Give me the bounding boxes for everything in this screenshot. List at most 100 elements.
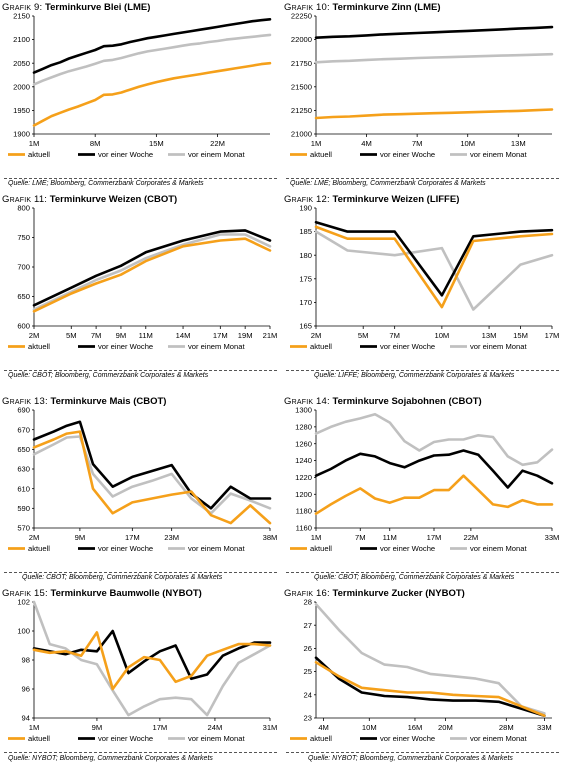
chart-plot: 570 590 610 630 650 670 690 2M 9M 17M 23M 38M aktuel… — [8, 406, 277, 553]
legend-label: aktuell — [28, 342, 50, 351]
series-line-aktuell — [32, 61, 272, 127]
chart-plot: 600 650 700 750 800 2M 5M 7M 9M 11M 14M 17M 19M 21M ak… — [8, 204, 278, 351]
source-note: Quelle: LME; Bloomberg, Commerzbank Corp… — [8, 180, 204, 187]
legend-label: vor einem Monat — [188, 544, 245, 553]
series-line-aktuell — [314, 661, 546, 717]
chart-panel-7: Grafik 15: Terminkurve Baumwolle (NYBOT)… — [2, 588, 283, 780]
series-line-aktuell — [32, 430, 272, 525]
series-line-aktuell — [32, 237, 272, 313]
series-line-vor-einer-woche — [32, 420, 272, 510]
y-tick-label: 21250 — [291, 106, 312, 115]
chart-plot: 1160 1180 1200 1220 1240 1260 1280 1300 1M 7M 11M 1… — [290, 406, 559, 553]
x-tick-label: 10M — [460, 139, 475, 148]
series-line-vor-einem-monat — [314, 602, 546, 715]
series-line-vor-einer-woche — [314, 220, 554, 297]
chart-title-text: Terminkurve Blei (LME) — [45, 2, 151, 13]
chart-number: Grafik 10: — [284, 2, 330, 13]
y-tick-label: 1160 — [296, 524, 312, 533]
source-rule — [286, 178, 559, 179]
chart-number: Grafik 12: — [284, 194, 330, 205]
y-tick-label: 180 — [299, 251, 312, 260]
chart-panel-2: Grafik 10: Terminkurve Zinn (LME) 21000 2… — [284, 2, 563, 194]
series-line-vor-einer-woche — [32, 17, 272, 74]
x-tick-label: 1M — [29, 723, 40, 732]
y-tick-label: 1280 — [295, 422, 312, 431]
x-tick-label: 11M — [139, 331, 153, 340]
x-tick-label: 22M — [463, 533, 478, 542]
x-tick-label: 15M — [149, 139, 164, 148]
source-note: Quelle: CBOT; Bloomberg, Commerzbank Cor… — [314, 574, 515, 581]
y-tick-label: 165 — [299, 322, 312, 331]
x-tick-label: 7M — [389, 331, 400, 340]
y-tick-label: 2000 — [13, 82, 30, 91]
source-rule — [286, 370, 559, 371]
series-line-aktuell — [32, 631, 272, 691]
x-tick-label: 7M — [91, 331, 102, 340]
legend-label: vor einer Woche — [380, 150, 435, 159]
source-note: Quelle: LME; Bloomberg, Commerzbank Corp… — [290, 180, 486, 187]
chart-title-text: Terminkurve Zucker (NYBOT) — [332, 588, 465, 599]
y-tick-label: 700 — [17, 263, 30, 272]
x-tick-label: 5M — [66, 331, 77, 340]
y-tick-label: 28 — [304, 598, 312, 607]
x-tick-label: 21M — [263, 331, 278, 340]
legend-label: vor einem Monat — [470, 544, 527, 553]
chart-panel-5: Grafik 13: Terminkurve Mais (CBOT) 570 59… — [2, 396, 283, 588]
chart-title-text: Terminkurve Zinn (LME) — [332, 2, 441, 13]
chart-title-text: Terminkurve Weizen (LIFFE) — [332, 194, 460, 205]
series-line-aktuell — [314, 474, 554, 515]
y-tick-label: 21500 — [291, 82, 312, 91]
x-tick-label: 7M — [412, 139, 423, 148]
legend-label: vor einer Woche — [98, 734, 153, 743]
series-line-vor-einer-woche — [32, 629, 272, 681]
chart-plot: 23 24 25 26 27 28 4M 10M 16M 20M 28M 33M aktuell vor … — [290, 598, 552, 743]
legend-label: aktuell — [310, 150, 332, 159]
y-tick-label: 1260 — [295, 439, 312, 448]
legend-label: vor einer Woche — [380, 342, 435, 351]
chart-number: Grafik 13: — [2, 396, 48, 407]
x-tick-label: 17M — [125, 533, 140, 542]
y-tick-label: 27 — [304, 621, 312, 630]
x-tick-label: 7M — [355, 533, 366, 542]
x-tick-label: 5M — [358, 331, 369, 340]
legend-label: vor einer Woche — [98, 342, 153, 351]
x-tick-label: 9M — [116, 331, 127, 340]
y-tick-label: 650 — [17, 445, 30, 454]
x-tick-label: 4M — [361, 139, 372, 148]
x-tick-label: 2M — [29, 331, 40, 340]
y-tick-label: 600 — [17, 322, 30, 331]
legend-label: vor einem Monat — [470, 342, 527, 351]
legend-label: aktuell — [310, 544, 332, 553]
y-tick-label: 100 — [17, 627, 30, 636]
x-tick-label: 15M — [513, 331, 528, 340]
series-line-vor-einer-woche — [314, 25, 554, 40]
chart-plot: 1900 1950 2000 2050 2100 2150 1M 8M 15M 22M aktuel… — [8, 12, 272, 159]
x-tick-label: 14M — [176, 331, 191, 340]
y-tick-label: 1240 — [295, 456, 312, 465]
y-tick-label: 1300 — [295, 406, 312, 415]
y-tick-label: 610 — [17, 484, 30, 493]
y-tick-label: 650 — [17, 292, 30, 301]
x-tick-label: 17M — [152, 723, 167, 732]
x-tick-label: 31M — [263, 723, 278, 732]
y-tick-label: 750 — [17, 233, 30, 242]
series-line-vor-einem-monat — [314, 52, 554, 64]
x-tick-label: 10M — [362, 723, 377, 732]
y-tick-label: 175 — [299, 274, 312, 283]
x-tick-label: 10M — [434, 331, 449, 340]
y-tick-label: 2100 — [13, 35, 30, 44]
series-line-vor-einer-woche — [314, 656, 546, 717]
y-tick-label: 185 — [299, 227, 312, 236]
legend-label: vor einer Woche — [380, 544, 435, 553]
x-tick-label: 22M — [210, 139, 225, 148]
series-line-aktuell — [314, 108, 554, 120]
x-tick-label: 17M — [427, 533, 442, 542]
x-tick-label: 33M — [537, 723, 552, 732]
legend-label: vor einem Monat — [188, 734, 245, 743]
y-tick-label: 21750 — [291, 59, 312, 68]
x-tick-label: 11M — [383, 533, 397, 542]
legend-label: aktuell — [28, 150, 50, 159]
y-tick-label: 690 — [17, 406, 30, 415]
x-tick-label: 2M — [29, 533, 40, 542]
chart-number: Grafik 15: — [2, 588, 48, 599]
